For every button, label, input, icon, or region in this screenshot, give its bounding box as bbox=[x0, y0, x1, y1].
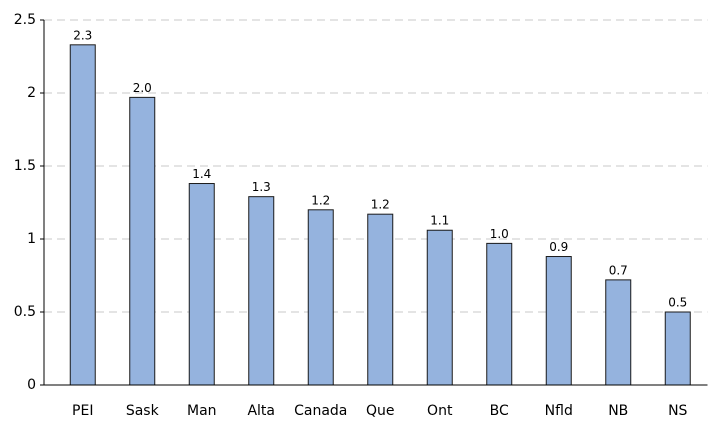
bar bbox=[605, 279, 632, 386]
bar bbox=[367, 213, 394, 386]
y-tick-label: 1 bbox=[27, 231, 36, 247]
y-tick-label: 2 bbox=[27, 85, 36, 101]
bar bbox=[129, 96, 156, 386]
bar bbox=[248, 196, 275, 386]
y-tick-label: 0.5 bbox=[14, 304, 36, 320]
bar bbox=[486, 242, 513, 386]
x-tick-label: Alta bbox=[247, 403, 275, 419]
y-tick-label: 2.5 bbox=[14, 12, 36, 28]
value-label: 0.7 bbox=[609, 263, 628, 277]
value-label: 1.4 bbox=[192, 167, 211, 181]
bar bbox=[664, 311, 691, 386]
x-tick-label: Nfld bbox=[545, 403, 573, 419]
value-label: 2.3 bbox=[73, 28, 92, 42]
x-tick-label: NS bbox=[668, 403, 687, 419]
value-label: 1.2 bbox=[311, 193, 330, 207]
x-tick-label: Ont bbox=[427, 403, 453, 419]
x-tick-label: Canada bbox=[294, 403, 347, 419]
value-label: 1.0 bbox=[490, 227, 509, 241]
value-label: 0.5 bbox=[668, 296, 687, 310]
x-tick-label: BC bbox=[490, 403, 509, 419]
value-label: 1.2 bbox=[371, 198, 390, 212]
x-tick-label: NB bbox=[608, 403, 628, 419]
value-label: 2.0 bbox=[133, 81, 152, 95]
x-tick-label: Sask bbox=[126, 403, 160, 419]
y-tick-label: 0 bbox=[27, 377, 36, 393]
bar bbox=[69, 44, 96, 386]
x-tick-label: Man bbox=[187, 403, 217, 419]
value-label: 1.3 bbox=[252, 180, 271, 194]
value-label: 0.9 bbox=[549, 240, 568, 254]
x-tick-label: PEI bbox=[72, 403, 93, 419]
value-label: 1.1 bbox=[430, 214, 449, 228]
y-tick-label: 1.5 bbox=[14, 158, 36, 174]
bar bbox=[188, 183, 215, 386]
bar bbox=[307, 209, 334, 386]
x-tick-label: Que bbox=[366, 403, 395, 419]
bar bbox=[545, 256, 572, 386]
bar bbox=[426, 229, 453, 386]
